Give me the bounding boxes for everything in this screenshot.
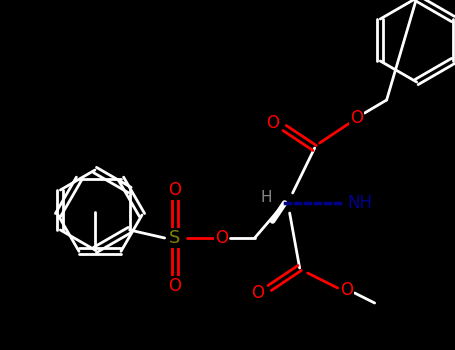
Text: O: O (168, 181, 181, 199)
Text: O: O (350, 109, 363, 127)
Text: O: O (215, 229, 228, 247)
Text: S: S (169, 229, 180, 247)
Text: O: O (340, 281, 353, 299)
Text: NH: NH (347, 194, 372, 212)
Text: O: O (251, 284, 264, 302)
Text: O: O (266, 114, 279, 132)
Text: H: H (261, 190, 273, 205)
Text: O: O (168, 277, 181, 295)
